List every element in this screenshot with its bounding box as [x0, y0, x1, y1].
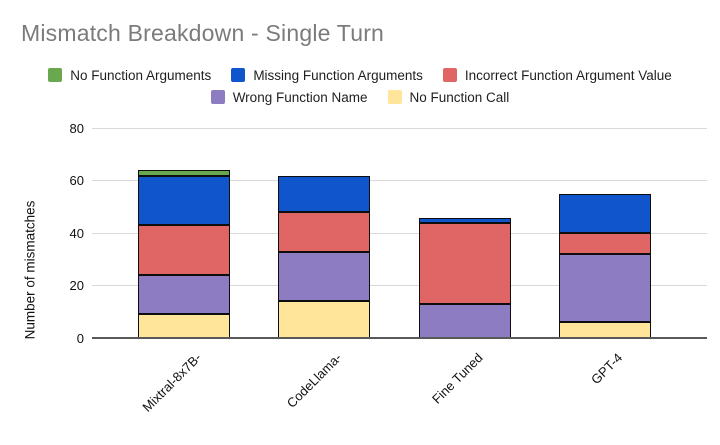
bar-segment-mixtral-8x7b-no-function-call [138, 314, 230, 338]
ytick-label-20: 20 [69, 278, 84, 294]
gridline-20 [92, 285, 707, 287]
bar-segment-mixtral-8x7b-no-function-arguments [138, 170, 230, 176]
bar-segment-codellama-no-function-call [278, 301, 370, 338]
no-function-call-swatch-icon [387, 90, 402, 104]
bar-segment-codellama-incorrect-function-argument-value [278, 212, 370, 252]
x-axis-line [92, 337, 707, 339]
chart-title: Mismatch Breakdown - Single Turn [21, 20, 385, 46]
bar-segment-fine-tuned-wrong-function-name [419, 303, 511, 338]
missing-function-arguments-swatch-icon [231, 68, 246, 82]
bar-segment-fine-tuned-missing-function-arguments [419, 217, 511, 223]
no-function-arguments-swatch-icon [48, 68, 63, 82]
xtick-label-mixtral-8x7b: Mixtral-8x7B- [139, 350, 205, 415]
incorrect-function-argument-value-swatch-icon [442, 68, 457, 82]
bar-segment-gpt-4-missing-function-arguments [559, 193, 651, 234]
legend-item-incorrect-function-argument-value: Incorrect Function Argument Value [442, 67, 672, 83]
bar-segment-gpt-4-incorrect-function-argument-value [559, 233, 651, 255]
ytick-label-40: 40 [69, 225, 84, 241]
legend-row-2: Wrong Function Name No Function Call [0, 86, 720, 108]
legend-row-1: No Function Arguments Missing Function Ar… [0, 64, 720, 86]
xtick-label-gpt-4: GPT-4 [588, 350, 626, 388]
gridline-40 [92, 232, 707, 234]
ytick-label-60: 60 [69, 173, 84, 189]
gridline-60 [92, 180, 707, 182]
xtick-label-codellama: CodeLlama- [283, 350, 345, 411]
wrong-function-name-swatch-icon [210, 90, 225, 104]
bar-segment-mixtral-8x7b-missing-function-arguments [138, 175, 230, 226]
legend-item-missing-function-arguments: Missing Function Arguments [231, 68, 423, 83]
y-axis-title: Number of mismatches [22, 200, 38, 340]
bar-segment-gpt-4-no-function-call [559, 322, 651, 338]
legend: No Function Arguments Missing Function Ar… [0, 64, 720, 108]
xtick-label-fine-tuned: Fine Tuned [429, 350, 486, 407]
legend-label: Missing Function Arguments [253, 67, 423, 83]
bar-segment-mixtral-8x7b-incorrect-function-argument-value [138, 225, 230, 276]
legend-item-no-function-call: No Function Call [387, 89, 510, 105]
ytick-label-0: 0 [76, 330, 84, 346]
legend-item-wrong-function-name: Wrong Function Name [210, 89, 368, 105]
gridline-80 [92, 128, 707, 129]
legend-label: No Function Arguments [70, 67, 212, 83]
bar-segment-fine-tuned-incorrect-function-argument-value [419, 222, 511, 304]
bar-segment-gpt-4-wrong-function-name [559, 254, 651, 323]
legend-label: No Function Call [409, 89, 510, 105]
ytick-label-80: 80 [69, 121, 84, 136]
bar-segment-codellama-missing-function-arguments [278, 175, 370, 213]
legend-label: Incorrect Function Argument Value [464, 67, 672, 83]
bar-segment-mixtral-8x7b-wrong-function-name [138, 275, 230, 315]
legend-label: Wrong Function Name [232, 89, 368, 105]
bar-segment-codellama-wrong-function-name [278, 251, 370, 302]
legend-item-no-function-arguments: No Function Arguments [48, 68, 211, 83]
